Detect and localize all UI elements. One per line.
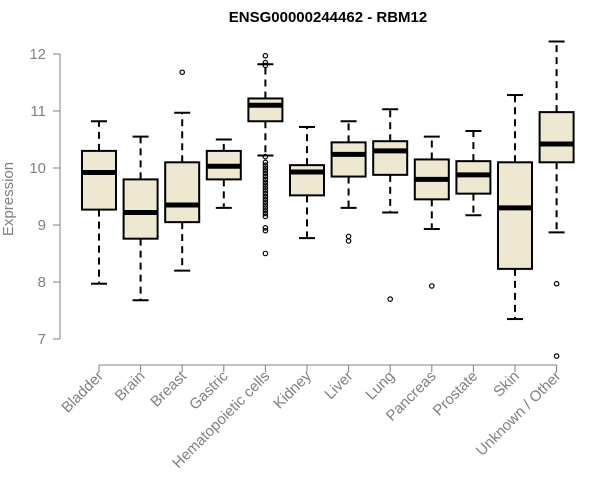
box-iqr [497, 161, 533, 270]
x-tick-label: Breast [147, 367, 190, 410]
outlier-point [553, 353, 560, 359]
outlier-point [262, 59, 269, 66]
box-iqr [164, 161, 201, 224]
outlier-point [262, 165, 269, 171]
outlier-point [262, 196, 269, 203]
x-tick-label: Lung [362, 368, 398, 404]
y-tick-label: 7 [38, 331, 46, 348]
y-tick-label: 12 [29, 46, 46, 63]
box-group [289, 125, 325, 240]
outlier-point [262, 153, 269, 160]
box-iqr [372, 140, 409, 176]
outlier-point [262, 207, 269, 214]
box-group [330, 120, 367, 244]
y-tick-label: 11 [30, 103, 46, 120]
chart-title: ENSG00000244462 - RBM12 [229, 9, 427, 26]
x-tick-label: Bladder [58, 368, 107, 417]
box-group [455, 129, 492, 217]
y-ticks: 7 8 9 10 11 12 [29, 46, 60, 348]
outlier-point [387, 296, 394, 302]
outlier-point [262, 190, 269, 197]
outlier-point [262, 250, 269, 257]
box-group [164, 69, 201, 272]
outlier-point [262, 52, 269, 59]
outlier-point [262, 159, 269, 166]
box-iqr [455, 160, 492, 195]
outlier-point [262, 182, 269, 188]
x-tick-label: Liver [321, 368, 356, 403]
outlier-point [179, 69, 186, 76]
box-group [122, 135, 159, 302]
outlier-point [262, 170, 269, 177]
outlier-point [262, 168, 269, 174]
x-tick-label: Skin [490, 368, 523, 401]
outlier-point [345, 238, 352, 244]
outlier-point [262, 185, 269, 191]
outlier-point [262, 205, 269, 211]
outlier-point [262, 176, 269, 183]
box-group [81, 120, 117, 285]
box-iqr [81, 149, 117, 211]
y-tick-label: 9 [38, 217, 46, 234]
y-axis-label: Expression [0, 162, 17, 236]
x-tick-label: Kidney [270, 367, 315, 412]
outlier-point [262, 173, 269, 180]
outlier-point [428, 283, 435, 289]
x-tick-label: Brain [112, 368, 149, 405]
box-group [497, 94, 533, 321]
box-group [247, 52, 284, 257]
box-iqr [122, 178, 159, 240]
outlier-point [262, 225, 269, 231]
box-iqr [247, 97, 284, 123]
outlier-point [262, 213, 269, 220]
outlier-point [262, 62, 269, 69]
outlier-point [553, 280, 560, 287]
y-tick-label: 8 [38, 274, 46, 291]
box-group [205, 138, 242, 209]
outlier-point [262, 162, 269, 168]
box-series [81, 40, 575, 359]
box-iqr [538, 111, 575, 164]
outlier-point [262, 193, 269, 200]
outlier-point [262, 199, 269, 206]
outlier-point [262, 227, 269, 234]
box-iqr [330, 141, 367, 178]
outlier-point [345, 233, 352, 240]
box-group [538, 40, 575, 359]
y-tick-label: 10 [29, 160, 46, 177]
x-tick-label: Prostate [430, 368, 482, 420]
outlier-point [262, 210, 269, 217]
box-group [372, 108, 409, 302]
outlier-point [262, 202, 269, 208]
box-group [413, 135, 450, 289]
outlier-point [262, 188, 269, 194]
outlier-point [262, 179, 269, 186]
